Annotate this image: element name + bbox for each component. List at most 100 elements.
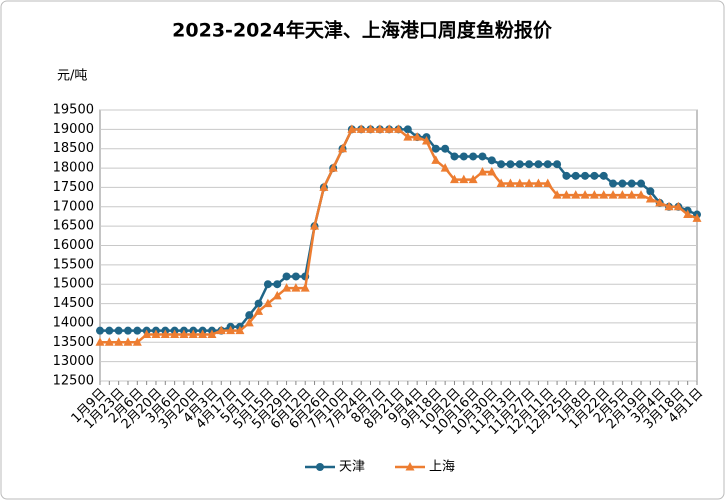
point [571,190,581,199]
point [132,337,142,346]
point [506,160,515,169]
y-tick-label: 17000 [53,199,94,214]
y-tick-label: 15500 [53,257,94,272]
point [160,329,170,339]
y-tick-label: 14000 [53,315,94,330]
point [207,329,217,339]
point [533,178,543,188]
point [291,283,301,292]
point [562,171,571,180]
point [188,329,198,339]
point [515,178,525,188]
point [525,160,534,169]
y-tick-label: 19500 [53,103,94,118]
point [170,329,180,339]
point [683,209,693,219]
point [469,152,478,161]
y-tick-label: 15000 [53,277,94,292]
y-tick-label: 17500 [53,180,94,195]
point [104,337,114,346]
point [235,325,245,335]
point [608,190,618,199]
point [114,337,124,346]
point [589,190,599,199]
point [123,326,132,335]
point [636,190,646,199]
point [431,144,440,153]
point [609,179,618,188]
point [95,337,105,346]
point [394,124,403,133]
point [273,280,282,289]
y-tick-label: 12500 [53,374,94,389]
point [664,201,674,211]
point [534,160,543,169]
point [543,178,553,188]
point [599,171,608,180]
point [366,124,376,133]
point [198,329,208,339]
point [637,179,646,188]
point [282,272,291,281]
point [254,306,264,315]
point [319,182,329,191]
y-tick-label: 16000 [53,238,94,253]
point [151,329,161,339]
y-tick-label: 14500 [53,296,94,311]
point [421,135,431,145]
point [449,174,459,184]
point [114,326,123,335]
point [543,160,552,169]
point [459,152,468,161]
point [497,160,506,169]
point [263,298,273,308]
point [282,283,292,292]
point [179,329,189,339]
point [403,125,412,134]
y-tick-label: 19000 [53,122,94,137]
point [524,178,534,188]
point [300,283,310,292]
point [226,325,236,335]
point [646,187,655,196]
point [328,163,338,172]
y-axis-label: 元/吨 [57,69,87,84]
point [692,213,702,222]
point [244,317,254,327]
point [356,124,366,133]
point [338,143,348,153]
point [245,311,254,320]
point [440,163,450,172]
point [468,174,478,184]
point [478,152,487,161]
point [310,221,320,230]
point [477,166,487,176]
point [599,190,609,199]
legend-label: 上海 [429,460,455,475]
point [403,132,413,141]
point [487,156,496,165]
point [561,190,571,199]
point [142,329,152,339]
y-tick-label: 13500 [53,335,94,350]
point [496,178,506,188]
point [487,166,497,176]
point [627,179,636,188]
point [133,326,142,335]
y-tick-label: 18000 [53,161,94,176]
point [645,194,655,203]
point [123,337,133,346]
point [617,190,627,199]
point [618,179,627,188]
point [515,160,524,169]
point [316,463,324,471]
point [441,144,450,153]
point [580,190,590,199]
point [673,201,683,211]
point [412,132,422,141]
point [291,272,300,281]
legend-label: 天津 [339,460,365,475]
point [105,326,114,335]
